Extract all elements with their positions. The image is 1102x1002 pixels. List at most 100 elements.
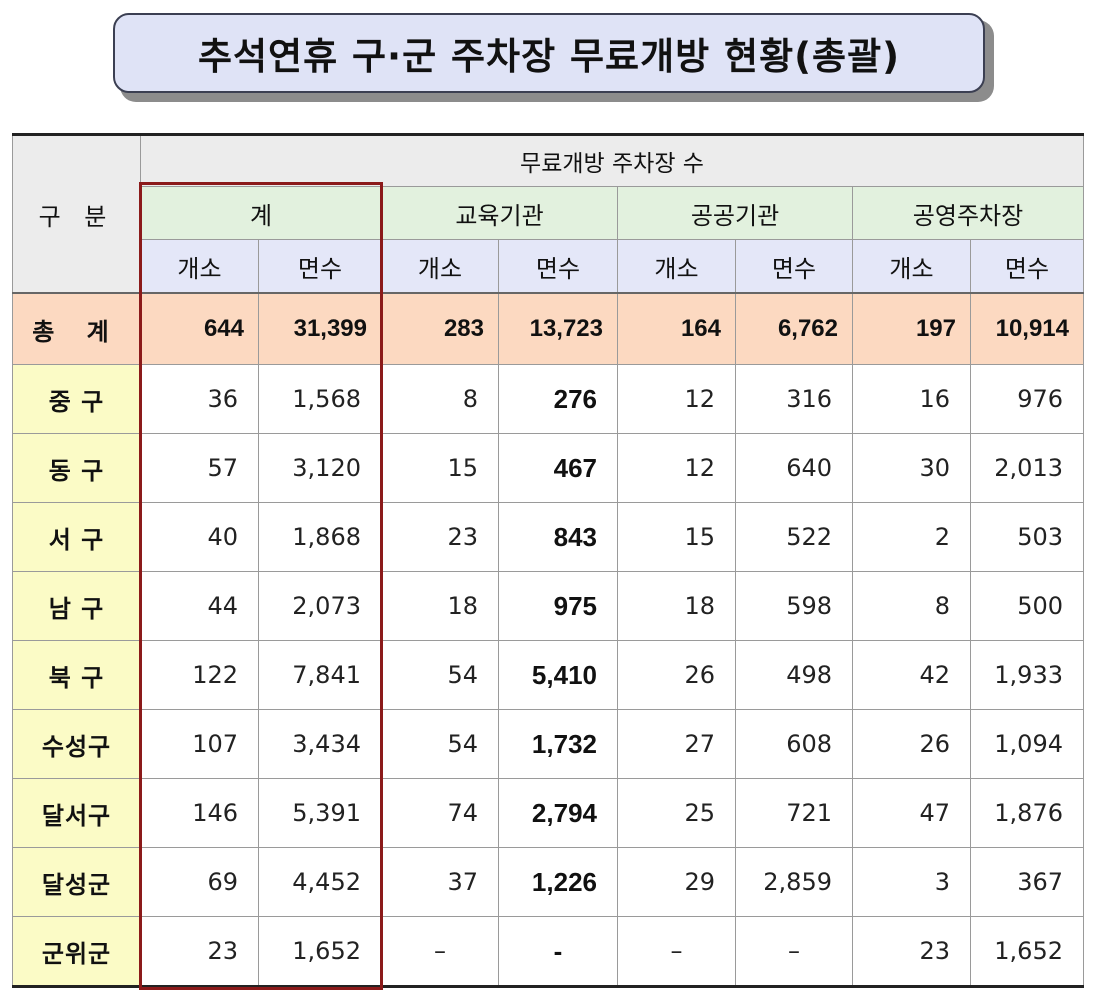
table-row: 서 구 40 1,868 23 843 15 522 2 503 — [12, 502, 1084, 572]
table-cell: 2 — [852, 502, 971, 572]
page-title: 추석연휴 구·군 주차장 무료개방 현황(총괄) — [197, 35, 901, 78]
group-header-total: 계 — [140, 186, 382, 240]
table-row: 남 구 44 2,073 18 975 18 598 8 500 — [12, 571, 1084, 641]
table-cell: 4,452 — [258, 847, 382, 917]
table-row: 달성군 69 4,452 37 1,226 29 2,859 3 367 — [12, 847, 1084, 917]
table-cell: 503 — [970, 502, 1084, 572]
table-cell: 3,434 — [258, 709, 382, 779]
table-cell: 843 — [498, 502, 618, 572]
district-label: 달성군 — [12, 847, 141, 917]
table-row: 수성구 107 3,434 54 1,732 27 608 26 1,094 — [12, 709, 1084, 779]
table-cell: 2,859 — [735, 847, 853, 917]
table-cell: 23 — [381, 502, 499, 572]
table-cell: 30 — [852, 433, 971, 503]
table-cell: 54 — [381, 640, 499, 710]
table-cell: 107 — [140, 709, 259, 779]
total-cell: 10,914 — [970, 292, 1084, 365]
table-cell: 54 — [381, 709, 499, 779]
total-cell: 644 — [140, 292, 259, 365]
district-label: 서 구 — [12, 502, 141, 572]
table-row: 중 구 36 1,568 8 276 12 316 16 976 — [12, 364, 1084, 434]
sub-header-count: 개소 — [140, 239, 259, 294]
sub-header-spaces: 면수 — [970, 239, 1084, 294]
table-cell: 15 — [381, 433, 499, 503]
sub-header-spaces: 면수 — [498, 239, 618, 294]
table-cell: – — [617, 916, 736, 988]
group-header-public-parking: 공영주차장 — [852, 186, 1084, 240]
sub-header-count: 개소 — [381, 239, 499, 294]
table-cell: 23 — [140, 916, 259, 988]
district-label: 중 구 — [12, 364, 141, 434]
table-cell: 1,652 — [970, 916, 1084, 988]
table-cell: 1,933 — [970, 640, 1084, 710]
table-row: 군위군 23 1,652– - – –23 1,652 — [12, 916, 1084, 988]
table-cell: 500 — [970, 571, 1084, 641]
table-cell: 74 — [381, 778, 499, 848]
table-cell: 44 — [140, 571, 259, 641]
district-rows: 중 구 36 1,568 8 276 12 316 16 976 동 구 57 3,120 15 467 1… — [12, 364, 1084, 988]
table-cell: 8 — [852, 571, 971, 641]
table-cell: 25 — [617, 778, 736, 848]
table-cell: 122 — [140, 640, 259, 710]
table-cell: 2,073 — [258, 571, 382, 641]
table-cell: 23 — [852, 916, 971, 988]
table-cell: 16 — [852, 364, 971, 434]
table-cell: 37 — [381, 847, 499, 917]
table-cell: 467 — [498, 433, 618, 503]
table-cell: 18 — [617, 571, 736, 641]
table-cell: 1,732 — [498, 709, 618, 779]
table-cell: – — [735, 916, 853, 988]
table-cell: 276 — [498, 364, 618, 434]
row-label-header: 구 분 — [12, 133, 141, 294]
table-cell: 18 — [381, 571, 499, 641]
total-cell: 13,723 — [498, 292, 618, 365]
table-cell: 367 — [970, 847, 1084, 917]
table-cell: 1,226 — [498, 847, 618, 917]
table-cell: 5,410 — [498, 640, 618, 710]
sub-header-count: 개소 — [617, 239, 736, 294]
table-cell: 2,794 — [498, 778, 618, 848]
table-cell: 522 — [735, 502, 853, 572]
total-cell: 6,762 — [735, 292, 853, 365]
sub-header-spaces: 면수 — [735, 239, 853, 294]
total-cell: 197 — [852, 292, 971, 365]
group-header-education: 교육기관 — [381, 186, 618, 240]
table-row: 달서구 146 5,391 74 2,794 25 721 47 1,876 — [12, 778, 1084, 848]
sub-header-spaces: 면수 — [258, 239, 382, 294]
table-cell: 1,652 — [258, 916, 382, 988]
table-cell: 1,868 — [258, 502, 382, 572]
table-cell: 12 — [617, 364, 736, 434]
total-cell: 283 — [381, 292, 499, 365]
sub-header-count: 개소 — [852, 239, 971, 294]
table-cell: 146 — [140, 778, 259, 848]
district-label: 달서구 — [12, 778, 141, 848]
table-cell: 608 — [735, 709, 853, 779]
table-cell: 26 — [617, 640, 736, 710]
table-cell: – — [381, 916, 499, 988]
table-row: 동 구 57 3,120 15 467 12 640 30 2,013 — [12, 433, 1084, 503]
table-cell: 598 — [735, 571, 853, 641]
group-header-public: 공공기관 — [617, 186, 853, 240]
table-cell: 5,391 — [258, 778, 382, 848]
parking-status-table: 구 분 무료개방 주차장 수 계 교육기관 공공기관 공영주차장 개소 면수 개… — [12, 133, 1084, 988]
table-cell: 721 — [735, 778, 853, 848]
table-cell: - — [498, 916, 618, 988]
table-cell: 15 — [617, 502, 736, 572]
table-cell: 27 — [617, 709, 736, 779]
table-cell: 1,568 — [258, 364, 382, 434]
table-cell: 57 — [140, 433, 259, 503]
table-cell: 40 — [140, 502, 259, 572]
table-row: 북 구 122 7,841 54 5,410 26 498 42 1,933 — [12, 640, 1084, 710]
table-cell: 498 — [735, 640, 853, 710]
table-cell: 42 — [852, 640, 971, 710]
district-label: 남 구 — [12, 571, 141, 641]
table-cell: 12 — [617, 433, 736, 503]
table-cell: 7,841 — [258, 640, 382, 710]
district-label: 수성구 — [12, 709, 141, 779]
total-row: 총 계 644 31,399 283 13,723 164 6,762 197 … — [12, 292, 1084, 365]
table-cell: 69 — [140, 847, 259, 917]
total-cell: 164 — [617, 292, 736, 365]
district-label: 동 구 — [12, 433, 141, 503]
total-cell: 31,399 — [258, 292, 382, 365]
table-cell: 640 — [735, 433, 853, 503]
